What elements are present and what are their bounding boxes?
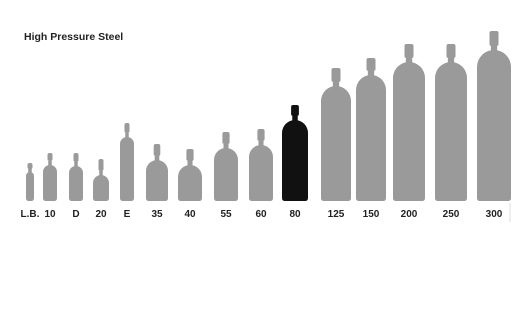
cylinder-valve xyxy=(490,31,499,46)
cylinder-valve xyxy=(257,129,264,141)
cylinder-label: 250 xyxy=(443,209,460,220)
cylinder-neck xyxy=(491,46,497,52)
cylinder-body xyxy=(43,165,57,201)
cylinder-valve xyxy=(291,105,299,116)
cylinder-label: 80 xyxy=(289,209,301,220)
cylinder-label: 150 xyxy=(363,209,380,220)
cylinder-label: 10 xyxy=(44,209,56,220)
cylinder-body xyxy=(356,75,386,201)
cylinder-body xyxy=(477,50,511,201)
cylinder-valve xyxy=(186,149,193,161)
cylinder-body xyxy=(249,145,273,201)
cylinder-label: 35 xyxy=(151,209,163,220)
cylinder-neck xyxy=(258,141,263,147)
cylinder-label: 55 xyxy=(220,209,232,220)
cylinder-label: 40 xyxy=(184,209,196,220)
cylinder-neck xyxy=(125,133,129,139)
cylinder-valve xyxy=(125,123,130,133)
cylinder-neck xyxy=(48,161,52,167)
diagram-title: High Pressure Steel xyxy=(24,31,123,43)
cylinder-valve xyxy=(48,153,53,161)
cylinder xyxy=(393,44,425,201)
cylinder-body xyxy=(93,175,109,201)
cylinder-label: D xyxy=(72,209,79,220)
cylinder-body xyxy=(435,62,467,201)
cylinder-valve xyxy=(222,132,229,144)
cylinder-neck xyxy=(223,144,228,150)
cylinder-neck xyxy=(406,58,412,64)
cylinder xyxy=(356,58,386,201)
cylinder-valve xyxy=(28,163,33,169)
cylinder-label: E xyxy=(124,209,131,220)
cylinder-neck xyxy=(448,58,454,64)
cylinder-neck xyxy=(99,171,103,177)
cylinder-neck xyxy=(74,162,78,168)
cylinder-body xyxy=(282,120,308,201)
cylinder-label: 60 xyxy=(255,209,267,220)
cylinder-valve xyxy=(332,68,341,82)
cylinder-body xyxy=(178,165,202,201)
cylinder-label: 300 xyxy=(486,209,503,220)
cylinder-body xyxy=(214,148,238,201)
cylinder-neck xyxy=(368,71,374,77)
cylinder-diagram: High Pressure Steel L.B. 10 D 20 E 35 40 55 60 80… xyxy=(0,0,530,318)
cylinder-valve xyxy=(99,159,104,171)
cylinder-label: 200 xyxy=(401,209,418,220)
cylinder-valve xyxy=(447,44,456,58)
cylinder-valve xyxy=(154,144,161,156)
cylinder xyxy=(477,31,511,201)
cylinder-body xyxy=(146,160,168,201)
cylinder-body xyxy=(69,166,83,201)
cylinder-neck xyxy=(155,156,160,162)
cylinder-valve xyxy=(367,58,376,71)
cylinder-label: 125 xyxy=(328,209,345,220)
cylinder-body xyxy=(393,62,425,201)
cylinder xyxy=(435,44,467,201)
cylinder-body xyxy=(120,137,134,201)
cylinder-valve xyxy=(405,44,414,58)
cylinder-neck xyxy=(333,82,339,88)
cylinder-label: 20 xyxy=(95,209,107,220)
cylinder-body xyxy=(321,86,351,201)
cylinder-body xyxy=(26,172,34,201)
cylinder-neck xyxy=(187,161,192,167)
cylinder-label: L.B. xyxy=(21,209,40,220)
cylinder-valve xyxy=(74,153,79,162)
cylinder-neck xyxy=(292,116,297,122)
